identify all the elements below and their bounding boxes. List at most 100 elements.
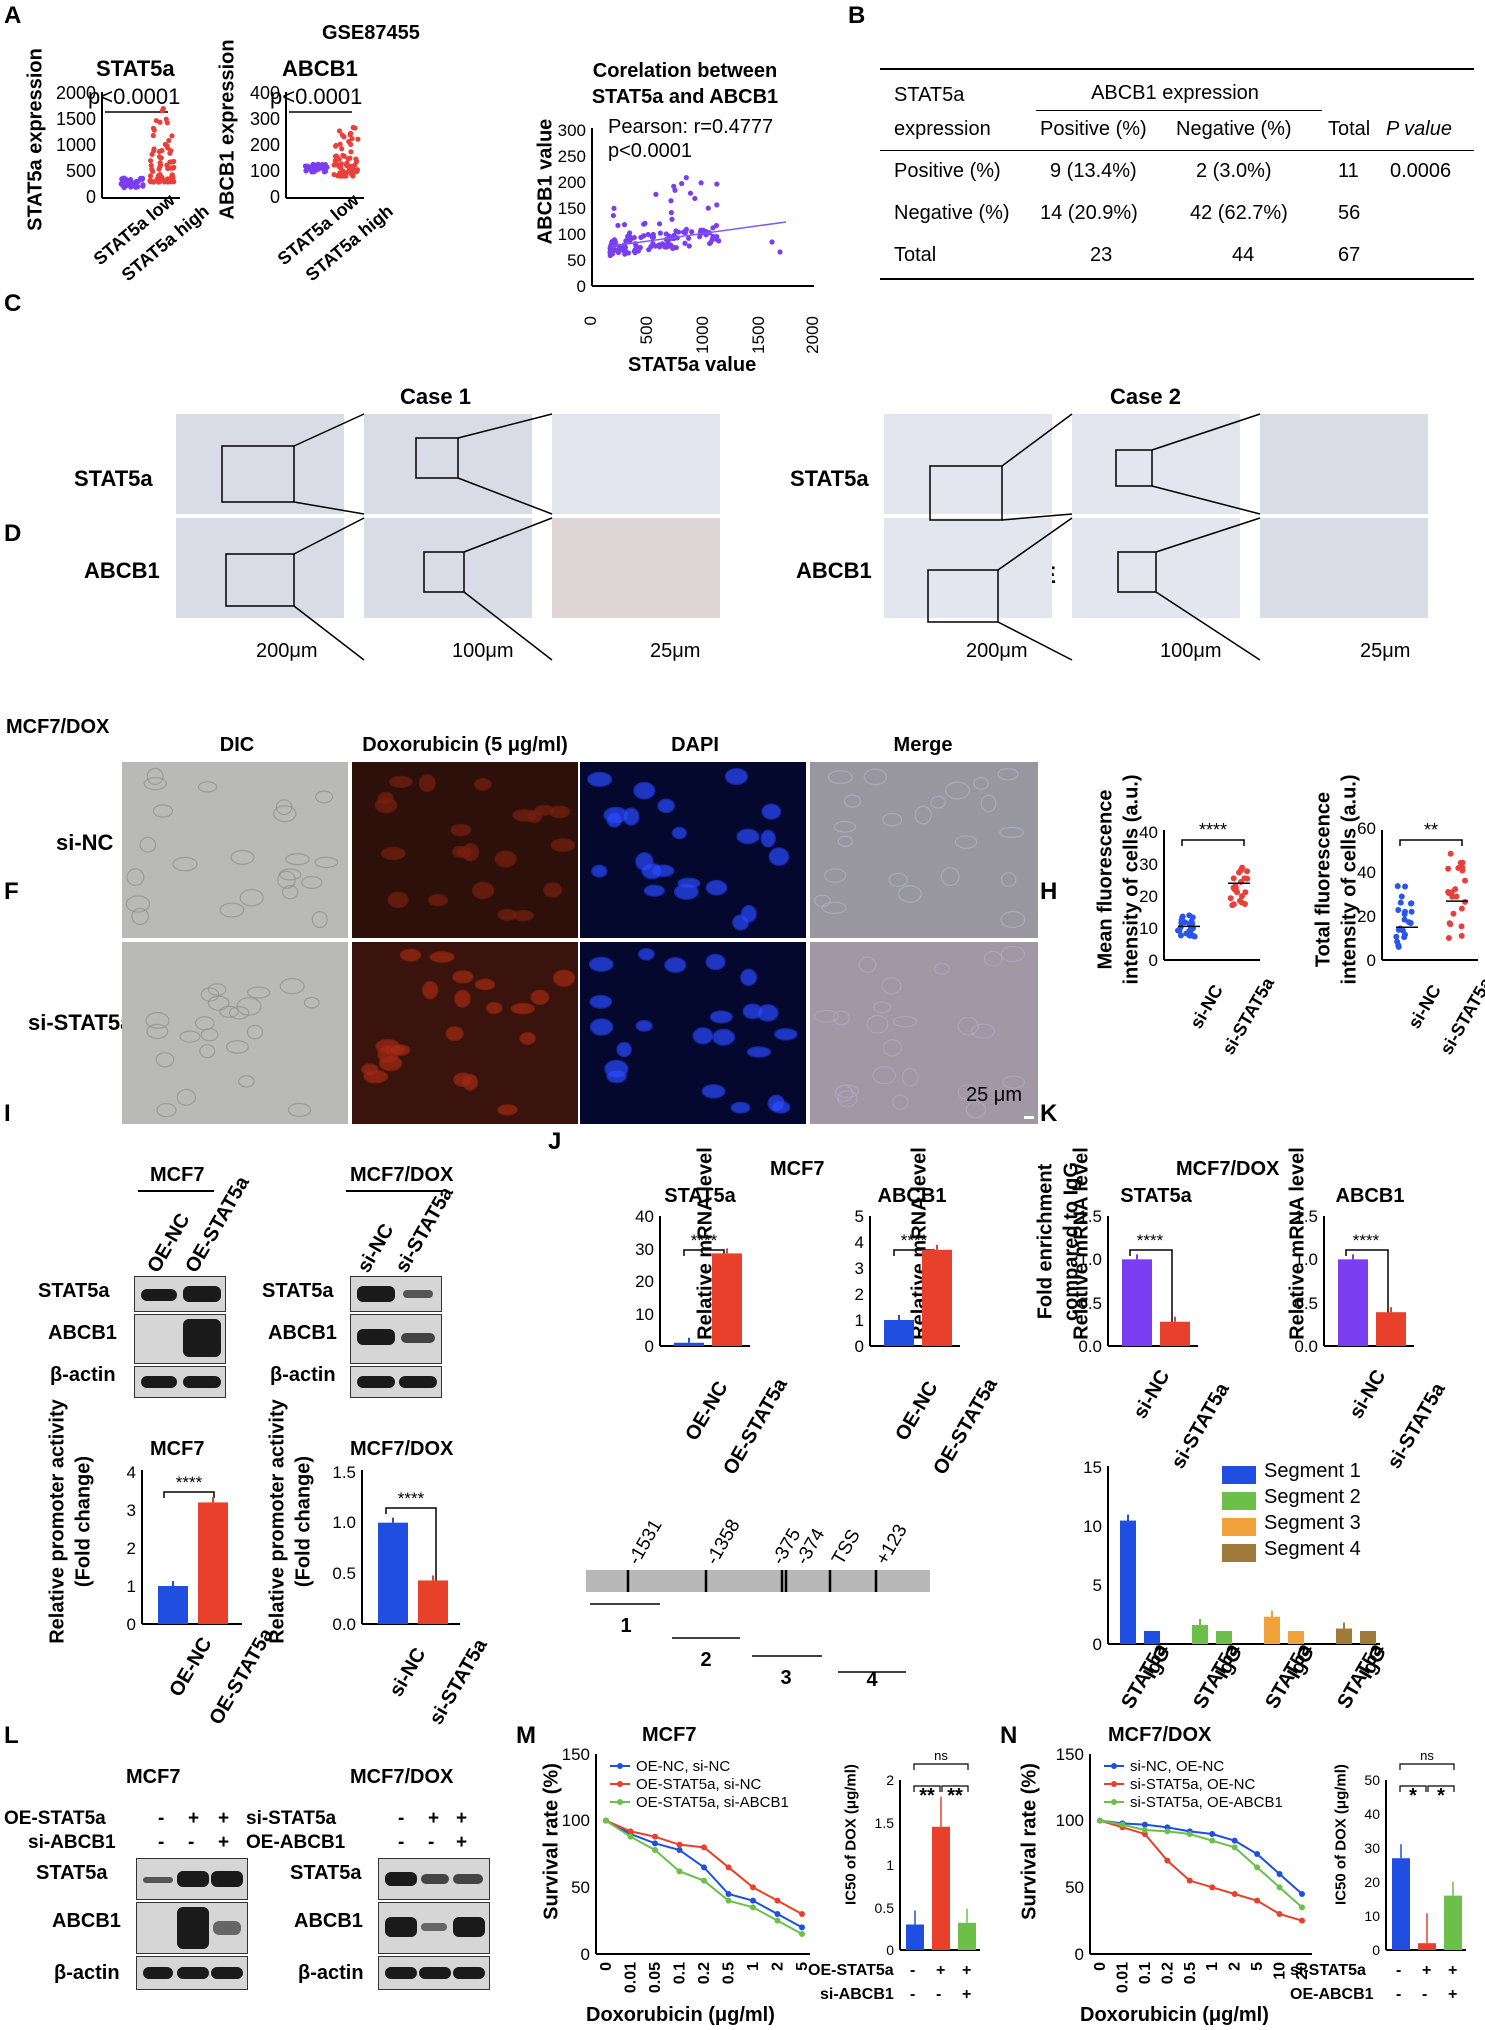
data-point	[774, 1917, 781, 1924]
m-xlabel: Doxorubicin (μg/ml)	[586, 2004, 775, 2026]
scatter-point	[653, 191, 659, 197]
table-bottom-rule	[880, 278, 1474, 280]
scatter-point	[156, 179, 162, 185]
cell	[641, 862, 663, 880]
panel-label-f: F	[4, 878, 19, 905]
i-title-2: MCF7/DOX	[350, 1438, 454, 1460]
cell	[692, 1027, 714, 1045]
d-scale-bar: 25 μm	[966, 1084, 1022, 1106]
n-treat-b: OE-ABCB1	[1290, 1986, 1374, 2003]
data-point	[1188, 918, 1195, 925]
cell	[761, 803, 782, 820]
x-tick-label: 0.05	[647, 1962, 664, 1993]
cell	[172, 856, 198, 872]
m-title: MCF7	[642, 1724, 697, 1746]
scatter-point	[697, 234, 703, 240]
svg-text:2000: 2000	[803, 316, 822, 354]
sign: -	[428, 1832, 435, 1853]
scatter-point	[347, 130, 354, 136]
svg-text:-1531: -1531	[624, 1516, 666, 1569]
l-row-abcb1-2: ABCB1	[294, 1910, 363, 1932]
cell	[833, 1010, 850, 1026]
cell	[474, 978, 496, 991]
svg-text:1500: 1500	[749, 316, 768, 354]
l-row-stat5a-2: STAT5a	[290, 1862, 362, 1884]
svg-text:si-NC: si-NC	[353, 1220, 398, 1276]
zoom-guides	[221, 413, 1261, 661]
cell	[238, 1075, 255, 1088]
cell	[671, 826, 688, 840]
cell	[285, 853, 310, 866]
cell	[767, 1094, 786, 1113]
f-row-actin: β-actin	[50, 1364, 116, 1386]
cell	[197, 781, 218, 793]
svg-text:10: 10	[1364, 1908, 1380, 1924]
scatter-point	[151, 146, 157, 152]
svg-text:*: *	[1409, 1785, 1417, 1807]
data-point	[1407, 920, 1414, 927]
ihc-image	[884, 414, 1052, 514]
a3-title-1: Corelation between	[592, 60, 778, 82]
scatter-point	[156, 154, 163, 160]
sign: +	[1448, 1986, 1458, 2003]
data-point	[1402, 883, 1409, 890]
svg-text:3: 3	[780, 1667, 791, 1689]
fluorescence-image	[810, 942, 1038, 1124]
cell	[450, 823, 472, 837]
data-point	[652, 1847, 658, 1853]
sign: +	[188, 1808, 200, 1829]
data-point	[1458, 905, 1465, 912]
bar	[1120, 1520, 1136, 1644]
svg-text:40: 40	[635, 1207, 654, 1226]
western-blot	[136, 1858, 248, 1900]
scatter-point	[641, 221, 647, 227]
data-point	[750, 1904, 756, 1911]
l-treat-1a: OE-STAT5a	[4, 1808, 106, 1829]
cell	[997, 767, 1019, 781]
scatter-point	[167, 150, 173, 156]
cell	[858, 956, 877, 973]
scale-200um-1: 200μm	[256, 640, 318, 662]
table-row-header-2: expression	[894, 118, 991, 140]
m-ic50-chart: 0 0.5 1 1.5 2 ns ** **	[875, 1748, 980, 1958]
svg-text:100: 100	[562, 1811, 590, 1830]
legend-swatch	[1222, 1466, 1256, 1484]
svg-text:0: 0	[855, 1337, 864, 1356]
cell	[279, 978, 305, 995]
svg-text:0.5: 0.5	[332, 1564, 356, 1583]
scatter-point	[631, 234, 637, 241]
svg-text:0.0: 0.0	[1078, 1337, 1102, 1356]
legend-label: Segment 1	[1264, 1460, 1361, 1482]
cell	[246, 1024, 264, 1040]
scatter-point	[692, 195, 698, 202]
cell	[219, 1005, 239, 1018]
cell	[881, 977, 902, 995]
western-blot	[378, 1902, 490, 1954]
scatter-point	[159, 108, 165, 114]
scatter-point	[157, 119, 163, 125]
legend-label: Segment 3	[1264, 1512, 1361, 1534]
d-col-merge: Merge	[893, 734, 953, 756]
data-point	[1242, 889, 1249, 896]
bar	[1288, 1630, 1304, 1644]
data-point	[1119, 1821, 1126, 1828]
svg-text:400: 400	[250, 83, 280, 103]
data-point	[1394, 883, 1401, 890]
svg-text:1.0: 1.0	[332, 1513, 356, 1532]
data-point	[1254, 1864, 1261, 1871]
svg-text:1.5: 1.5	[1078, 1207, 1102, 1226]
cell	[454, 989, 471, 1008]
sign: -	[1396, 1986, 1402, 2003]
data-point	[799, 1924, 805, 1931]
scale-200um-2: 200μm	[966, 640, 1028, 662]
scatter-point	[342, 172, 348, 179]
western-blot	[350, 1314, 442, 1364]
scatter-point	[355, 136, 361, 142]
cell-texture	[125, 767, 1034, 1119]
bar	[1418, 1943, 1436, 1950]
scatter-point	[669, 216, 675, 222]
f-row-actin-2: β-actin	[270, 1364, 336, 1386]
scatter-point	[156, 166, 162, 172]
c-row-stat5a-2: STAT5a	[790, 466, 869, 491]
